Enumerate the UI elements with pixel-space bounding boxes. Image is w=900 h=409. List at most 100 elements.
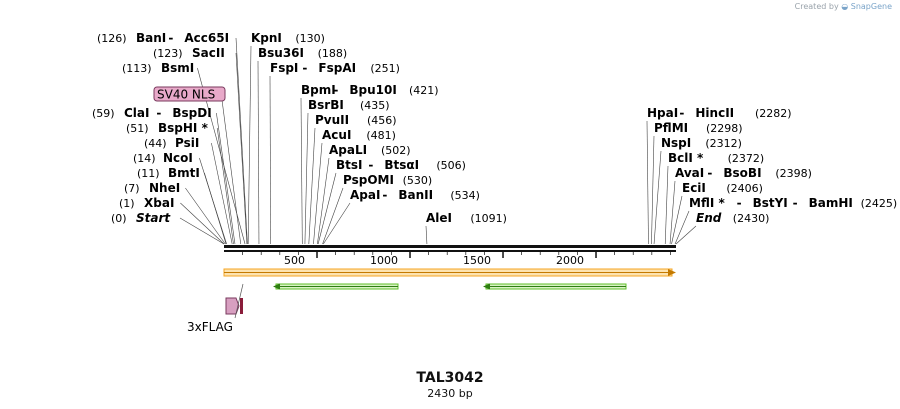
site-label[interactable]: BsrBI (435) <box>308 98 390 112</box>
credit-brand: SnapGene <box>850 2 892 11</box>
leader-line <box>216 127 234 245</box>
site-position: (506) <box>436 159 466 172</box>
site-label[interactable]: ApaI - BanII (534) <box>350 188 480 202</box>
site-position: (251) <box>370 62 400 75</box>
leader-line <box>269 75 271 245</box>
leader-line <box>671 195 683 245</box>
leader-line <box>180 202 225 245</box>
backbone-top-line <box>224 245 676 248</box>
site-position: (421) <box>409 84 439 97</box>
site-label[interactable]: (7) NheI <box>124 181 180 195</box>
leader-line <box>322 187 344 245</box>
site-label[interactable]: (11) BmtI <box>137 166 200 180</box>
site-position: (1) <box>119 197 135 210</box>
site-label[interactable]: MflI * - BstYI - BamHI (2425) <box>689 196 897 210</box>
leader-line <box>675 225 697 245</box>
enzyme-name: HincII <box>695 106 734 120</box>
site-label[interactable]: End (2430) <box>696 211 769 225</box>
feature-3xflag[interactable] <box>225 283 244 319</box>
leader-line <box>313 142 323 245</box>
site-label[interactable]: BtsI - BtsαI (506) <box>336 158 466 172</box>
site-label[interactable]: (123) SacII <box>153 46 225 60</box>
snapgene-credit: Created by ◒ SnapGene <box>795 2 892 11</box>
enzyme-name: BsmI <box>161 61 194 75</box>
enzyme-name: BpmI <box>301 83 336 97</box>
site-label[interactable]: EciI (2406) <box>682 181 763 195</box>
site-position: (0) <box>111 212 127 225</box>
enzyme-name: AleI <box>426 211 452 225</box>
site-position: (11) <box>137 167 160 180</box>
site-label[interactable]: AcuI (481) <box>322 128 396 142</box>
site-label[interactable]: AvaI - BsoBI (2398) <box>675 166 812 180</box>
site-label[interactable]: BclI * (2372) <box>668 151 764 165</box>
site-label[interactable]: AleI (1091) <box>426 211 507 225</box>
enzyme-name: KpnI <box>251 31 282 45</box>
site-label[interactable]: (1) XbaI <box>119 196 174 210</box>
leader-line <box>653 150 662 245</box>
leader-line <box>664 165 669 245</box>
enzyme-name: AvaI <box>675 166 704 180</box>
site-separator: - <box>793 196 798 210</box>
site-position: (2425) <box>861 197 898 210</box>
leader-line <box>317 157 330 245</box>
enzyme-name: Bsu36I <box>258 46 304 60</box>
enzyme-name: Acc65I <box>184 31 229 45</box>
site-label[interactable]: (14) NcoI <box>133 151 193 165</box>
site-position: (2312) <box>705 137 742 150</box>
site-label[interactable]: HpaI - HincII (2282) <box>647 106 792 120</box>
site-separator: - <box>168 31 173 45</box>
enzyme-name: BclI * <box>668 151 704 165</box>
site-label[interactable]: ApaLI (502) <box>329 143 411 157</box>
enzyme-name: BstYI <box>753 196 788 210</box>
leader-line <box>425 225 428 245</box>
enzyme-name: PsiI <box>175 136 199 150</box>
site-position: (502) <box>381 144 411 157</box>
site-label[interactable]: (126) BanI - Acc65I <box>97 31 229 45</box>
feature-arrow-2[interactable] <box>483 283 627 290</box>
site-position: (2430) <box>733 212 770 225</box>
leader-line <box>204 172 227 245</box>
site-label[interactable]: (44) PsiI <box>144 136 199 150</box>
site-position: (2406) <box>726 182 763 195</box>
site-label[interactable]: KpnI (130) <box>251 31 325 45</box>
site-position: (534) <box>450 189 480 202</box>
site-label[interactable]: (59) ClaI - BspDI <box>92 106 212 120</box>
site-separator: - <box>302 61 307 75</box>
site-separator: - <box>333 83 338 97</box>
site-label[interactable]: (51) BspHI * <box>126 121 209 135</box>
site-label[interactable]: PvuII (456) <box>315 113 397 127</box>
site-label[interactable]: NspI (2312) <box>661 136 742 150</box>
site-separator: - <box>382 188 387 202</box>
enzyme-name: NheI <box>149 181 180 195</box>
site-label[interactable]: PspOMI (530) <box>343 173 432 187</box>
feature-arrow-1[interactable] <box>273 283 399 290</box>
feature-sv40-nls[interactable]: SV40 NLS <box>153 86 226 102</box>
site-separator: - <box>737 196 742 210</box>
site-separator: - <box>368 158 373 172</box>
site-label[interactable]: BpmI - Bpu10I (421) <box>301 83 439 97</box>
site-position: (530) <box>403 174 433 187</box>
leader-line <box>646 120 649 245</box>
orf-arrow[interactable] <box>223 268 676 277</box>
site-position: (44) <box>144 137 167 150</box>
enzyme-name: BanII <box>398 188 433 202</box>
enzyme-name: ClaI <box>124 106 149 120</box>
enzyme-name: End <box>696 211 722 225</box>
leader-line <box>669 180 676 245</box>
enzyme-name: FspI <box>270 61 298 75</box>
site-label[interactable]: FspI - FspAI (251) <box>270 61 400 75</box>
site-label[interactable]: Bsu36I (188) <box>258 46 347 60</box>
site-label[interactable]: (0) Start <box>111 211 171 225</box>
leader-line <box>674 210 690 245</box>
site-position: (188) <box>318 47 348 60</box>
leader-line <box>323 202 351 245</box>
sequence-backbone <box>224 245 676 252</box>
site-position: (435) <box>360 99 390 112</box>
site-position: (481) <box>366 129 396 142</box>
enzyme-name: NcoI <box>163 151 193 165</box>
site-label[interactable]: (113) BsmI <box>122 61 194 75</box>
site-position: (123) <box>153 47 183 60</box>
site-label[interactable]: PflMI (2298) <box>654 121 743 135</box>
leader-line <box>179 217 225 245</box>
plasmid-length: 2430 bp <box>427 387 473 400</box>
